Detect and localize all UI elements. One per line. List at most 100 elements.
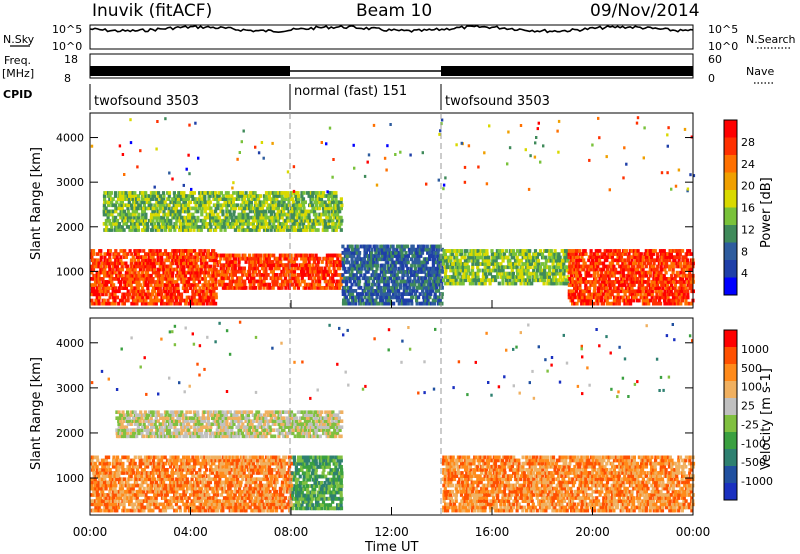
echo-cell [386,244,390,249]
echo-cell [682,258,686,263]
echo-cell [309,269,313,274]
echo-cell [370,295,374,300]
echo-cell [432,301,436,306]
echo-cell [160,228,164,232]
echo-cell [242,129,245,133]
echo-cell [436,257,440,262]
echo-cell [553,275,557,279]
echo-cell [300,269,304,274]
echo-cell [334,269,338,274]
echo-cell [108,295,112,300]
echo-cell [420,251,425,255]
echo-cell [254,145,257,149]
echo-cell [162,194,166,198]
echo-cell [116,258,120,263]
echo-cell [521,275,525,279]
echo-cell [121,194,125,198]
echo-cell [187,153,190,157]
echo-cell [365,263,369,268]
echo-cell [673,289,677,294]
echo-cell [596,280,600,284]
echo-cell [388,257,392,262]
echo-cell [298,222,302,226]
echo-cell [91,267,96,272]
echo-cell [668,301,672,306]
echo-cell [133,261,137,266]
echo-cell [542,144,545,148]
echo-cell [120,209,124,214]
echo-cell [666,171,669,175]
echo-cell [396,254,401,258]
echo-cell [375,244,379,249]
echo-cell [328,225,332,229]
echo-cell [212,252,216,256]
echo-cell [671,270,675,275]
echo-cell [608,286,612,290]
echo-cell [257,282,261,287]
echo-cell [155,249,159,253]
echo-cell [203,197,207,201]
echo-cell [127,225,131,229]
echo-cell [677,289,681,294]
echo-cell [368,276,372,281]
echo-cell [284,222,288,226]
echo-cell [669,252,673,256]
echo-cell [535,268,540,273]
velocity-echoes [90,320,696,513]
echo-cell [476,255,480,260]
echo-cell [350,251,354,255]
echo-cell [496,262,500,266]
echo-cell [634,289,638,294]
echo-cell [169,209,173,214]
echo-cell [440,247,444,252]
echo-cell [501,281,505,286]
echo-cell [112,295,116,300]
echo-cell [113,203,117,208]
echo-cell [424,298,428,303]
echo-cell [95,273,99,278]
echo-cell [124,261,128,266]
echo-cell [183,197,187,201]
echo-cell [271,279,275,284]
freq-panel: Freq. [MHz] 18 8 60 0 Nave [2,53,774,85]
echo-cell [271,215,275,220]
echo-cell [677,286,681,290]
echo-cell [523,249,527,253]
echo-cell [271,206,275,211]
echo-cell [162,261,166,266]
echo-cell [187,215,191,220]
echo-cell [172,206,176,211]
echo-cell [454,271,458,276]
echo-cell [357,276,361,281]
echo-cell [480,255,484,260]
echo-cell [129,267,133,272]
echo-cell [135,197,139,201]
echo-cell [248,194,252,198]
echo-cell [399,282,403,287]
ytick-label: 4000 [56,132,84,145]
echo-cell [261,266,265,271]
echo-cell [567,292,571,297]
echo-cell [285,212,289,217]
echo-cell [311,218,315,223]
echo-cell [122,228,126,232]
echo-cell [587,301,591,306]
echo-cell [318,269,322,274]
echo-cell [666,255,670,259]
echo-cell [214,225,218,229]
echo-cell [650,249,654,253]
echo-cell [173,194,177,198]
echo-cell [675,273,679,278]
echo-cell [666,295,670,300]
echo-cell [120,273,124,278]
echo-cell [228,253,232,258]
echo-cell [219,203,223,208]
echo-cell [662,277,666,281]
echo-cell [203,218,207,223]
echo-cell [582,280,586,284]
echo-cell [135,280,139,284]
echo-cell [212,295,216,300]
echo-cell [140,286,145,290]
echo-cell [415,298,419,303]
echo-cell [276,215,280,220]
